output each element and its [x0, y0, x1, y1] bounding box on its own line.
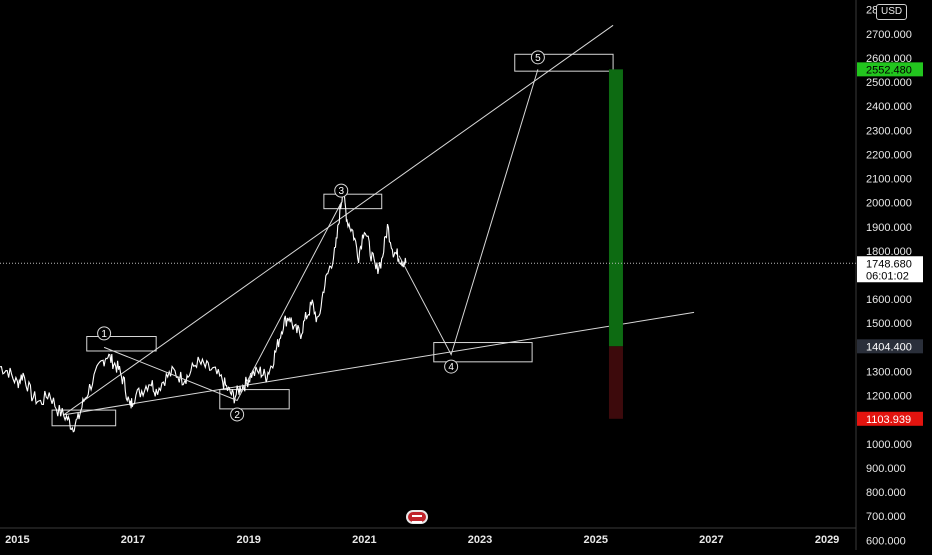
y-tick-label: 2700.000 [866, 29, 912, 41]
y-tick-label: 1500.000 [866, 318, 912, 330]
price-series-line [0, 186, 407, 433]
historical-wave-path[interactable] [103, 202, 342, 402]
x-tick-label: 2019 [236, 534, 260, 546]
current-price-label-countdown: 06:01:02 [866, 270, 909, 282]
wave-label-text: 1 [101, 329, 107, 340]
target-zone-bar[interactable] [608, 69, 623, 347]
y-tick-label-header: 28 [866, 5, 878, 17]
y-tick-label: 1000.000 [866, 439, 912, 451]
wave-label-2[interactable]: 2 [230, 407, 245, 422]
y-tick-label: 1900.000 [866, 222, 912, 234]
trendline-1[interactable] [63, 24, 614, 416]
stop-price-label-bg [857, 411, 923, 426]
stop-price-label[interactable]: 1103.939 [857, 411, 923, 426]
y-tick-label: 600.000 [866, 535, 906, 547]
x-tick-label: 2025 [583, 534, 607, 546]
x-tick-label: 2023 [468, 534, 492, 546]
wave-label-text: 2 [234, 410, 240, 421]
y-tick-label: 1200.000 [866, 391, 912, 403]
entry-price-label-text: 1404.400 [866, 341, 912, 353]
wave-label-5[interactable]: 5 [530, 50, 545, 65]
wave-label-circle [97, 326, 112, 341]
range-box-2[interactable] [86, 336, 157, 352]
y-tick-label: 900.000 [866, 463, 906, 475]
y-tick-label: 2100.000 [866, 174, 912, 186]
y-tick-label: 2600.000 [866, 53, 912, 65]
range-box-1[interactable] [51, 409, 117, 427]
y-tick-label: 2000.000 [866, 198, 912, 210]
target-price-label[interactable]: 2552.480 [857, 62, 923, 77]
y-tick-label: 700.000 [866, 511, 906, 523]
y-tick-label: 800.000 [866, 487, 906, 499]
wave-label-text: 4 [448, 362, 454, 373]
y-tick-label: 1600.000 [866, 294, 912, 306]
range-box-3[interactable] [219, 389, 290, 410]
x-tick-label: 2015 [5, 534, 29, 546]
current-price-label-bg [857, 256, 923, 283]
currency-badge[interactable]: USD [876, 4, 908, 20]
wave-label-circle [230, 407, 245, 422]
trendline-2[interactable] [63, 311, 695, 416]
wave-label-1[interactable]: 1 [97, 326, 112, 341]
x-tick-label: 2027 [699, 534, 723, 546]
y-tick-label: 1300.000 [866, 366, 912, 378]
x-tick-label: 2029 [815, 534, 839, 546]
wave-label-text: 5 [535, 53, 541, 64]
wave-label-4[interactable]: 4 [444, 359, 459, 374]
range-box-5[interactable] [433, 342, 533, 363]
target-price-label-bg [857, 62, 923, 77]
stop-zone-bar[interactable] [608, 346, 623, 419]
y-tick-label: 2300.000 [866, 125, 912, 137]
wave-label-circle [530, 50, 545, 65]
target-price-label-text: 2552.480 [866, 64, 912, 76]
x-tick-label: 2021 [352, 534, 376, 546]
tradingview-logo-icon[interactable] [406, 510, 428, 524]
entry-price-label[interactable]: 1404.400 [857, 339, 923, 354]
x-tick-label: 2017 [121, 534, 145, 546]
wave-label-circle [444, 359, 459, 374]
y-tick-label: 2400.000 [866, 101, 912, 113]
y-tick-label: 1800.000 [866, 246, 912, 258]
entry-price-label-bg [857, 339, 923, 354]
y-tick-label: 2500.000 [866, 77, 912, 89]
wave-label-3[interactable]: 3 [334, 183, 349, 198]
y-tick-label: 2200.000 [866, 149, 912, 161]
current-price-label-text: 1748.680 [866, 258, 912, 270]
wave-label-text: 3 [338, 186, 344, 197]
stop-price-label-text: 1103.939 [866, 414, 911, 426]
wave-label-circle [334, 183, 349, 198]
projected-wave-path[interactable] [398, 69, 539, 356]
range-box-6[interactable] [514, 53, 614, 72]
range-box-4[interactable] [323, 193, 383, 210]
